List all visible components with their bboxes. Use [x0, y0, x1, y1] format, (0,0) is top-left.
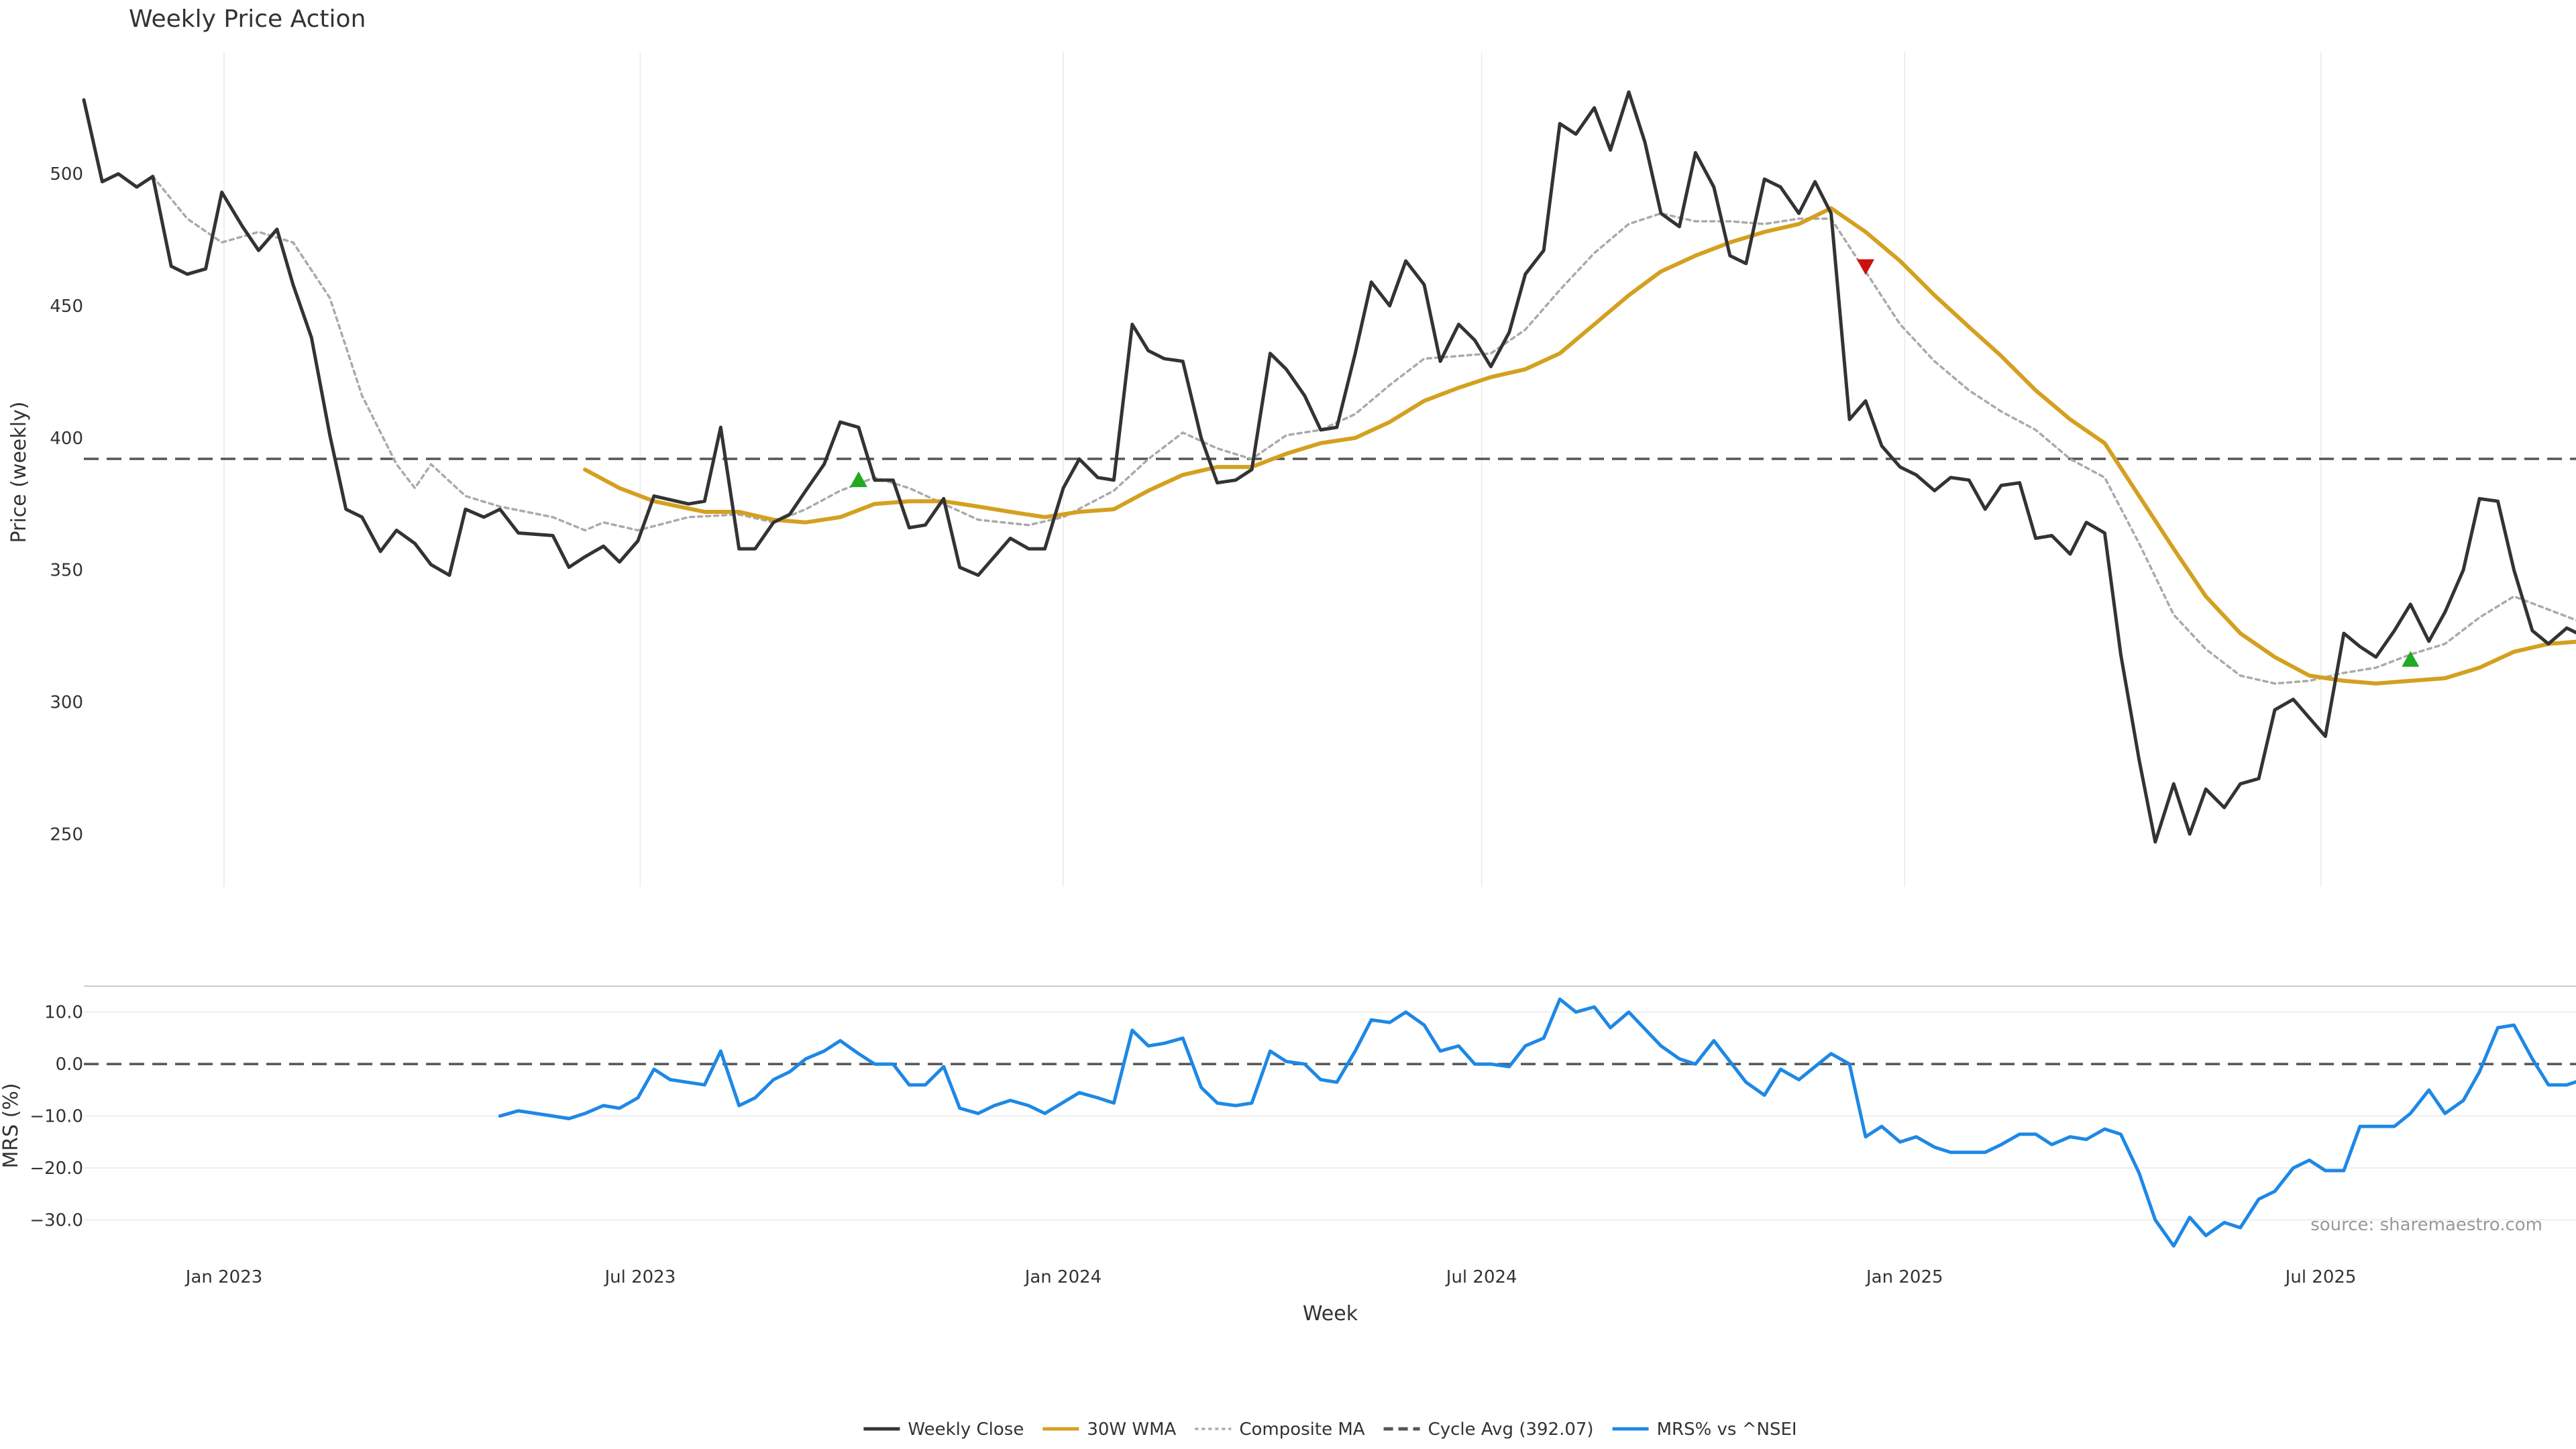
mrs-series-group	[498, 997, 2576, 1248]
price-grid	[223, 52, 2322, 887]
mrs-y-ticks: −30.0 −20.0 −10.0 0.0 10.0	[30, 1003, 83, 1231]
price-y-tick-label: 300	[50, 692, 83, 712]
price-y-tick-label: 250	[50, 824, 83, 845]
legend-label: MRS% vs ^NSEI	[1657, 1419, 1797, 1440]
x-tick-label: Jan 2025	[1865, 1267, 1943, 1287]
source-note: source: sharemaestro.com	[2310, 1215, 2542, 1235]
mrs-y-tick-label: −20.0	[30, 1159, 83, 1179]
x-axis-label: Week	[1303, 1302, 1358, 1326]
mrs-y-tick-label: 0.0	[56, 1055, 83, 1075]
chart-title: Weekly Price Action	[129, 5, 366, 33]
buy-signal-marker	[849, 471, 867, 488]
legend-label: Composite MA	[1239, 1419, 1364, 1440]
price-y-tick-label: 450	[50, 297, 83, 317]
series-weekly-close	[82, 90, 2576, 844]
series-30w-wma	[583, 206, 2576, 686]
legend-label: 30W WMA	[1087, 1419, 1176, 1440]
mrs-grid	[84, 1011, 2576, 1221]
mrs-y-axis-label: MRS (%)	[0, 1083, 23, 1168]
price-y-ticks: 250 300 350 400 450 500	[50, 164, 83, 845]
mrs-y-tick-label: 10.0	[44, 1003, 83, 1023]
legend-label: Cycle Avg (392.07)	[1428, 1419, 1594, 1440]
price-panel: Weekly Price Action 250 300 350 400 450 500 P…	[7, 5, 2576, 887]
mrs-y-tick-label: −10.0	[30, 1107, 83, 1127]
series-mrs-vs-nsei	[498, 997, 2576, 1248]
x-ticks: Jan 2023 Jul 2023 Jan 2024 Jul 2024 Jan 2025…	[184, 1267, 2357, 1287]
price-y-tick-label: 350	[50, 561, 83, 581]
x-tick-label: Jul 2023	[603, 1267, 676, 1287]
signal-markers	[849, 259, 2420, 667]
mrs-panel: −30.0 −20.0 −10.0 0.0 10.0 MRS (%) source: s…	[0, 985, 2576, 1326]
sell-signal-marker	[1857, 259, 1875, 275]
legend: Weekly Close 30W WMA Composite MA Cycle Avg…	[863, 1419, 1797, 1440]
price-series-group	[82, 90, 2576, 844]
x-tick-label: Jul 2024	[1445, 1267, 1517, 1287]
price-y-tick-label: 500	[50, 164, 83, 184]
x-tick-label: Jul 2025	[2284, 1267, 2357, 1287]
x-tick-label: Jan 2024	[1024, 1267, 1102, 1287]
price-y-tick-label: 400	[50, 429, 83, 449]
price-y-axis-label: Price (weekly)	[7, 401, 31, 543]
mrs-y-tick-label: −30.0	[30, 1211, 83, 1231]
series-composite-ma	[152, 175, 2576, 685]
x-tick-label: Jan 2023	[184, 1267, 263, 1287]
legend-label: Weekly Close	[908, 1419, 1024, 1440]
buy-signal-marker	[2402, 651, 2420, 667]
